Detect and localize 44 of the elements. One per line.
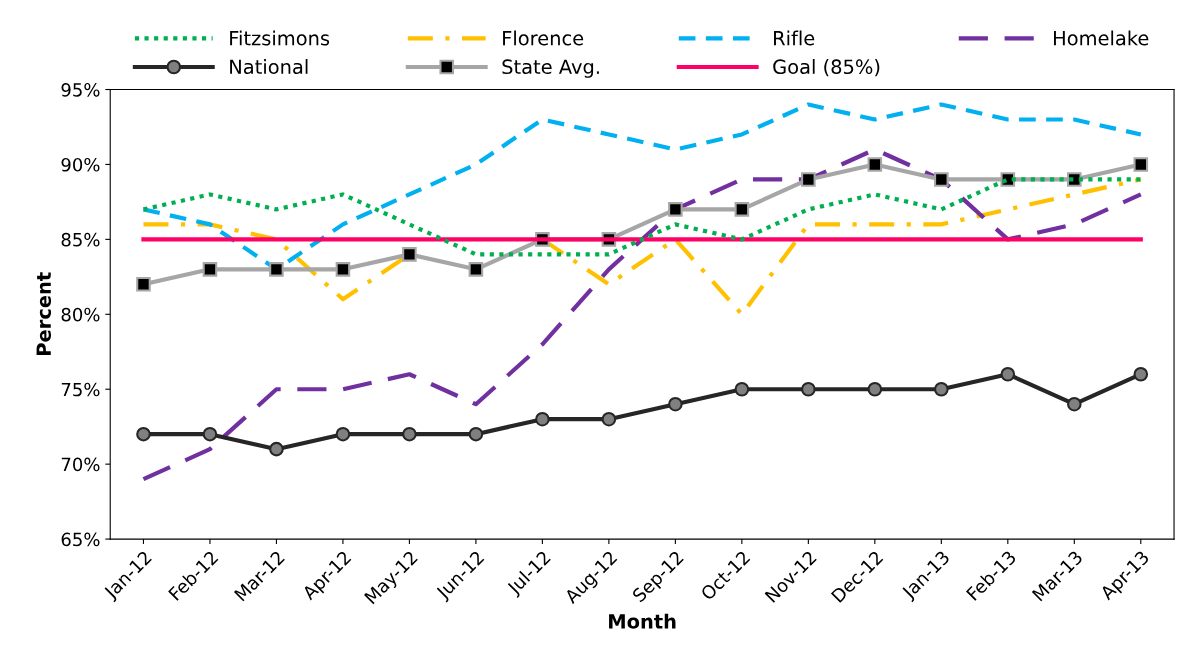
point: [668, 202, 683, 217]
point: [402, 426, 417, 442]
point: [734, 202, 750, 217]
legend-label: National: [230, 59, 308, 75]
y-tick-label: 95%: [61, 82, 100, 97]
point: [535, 411, 550, 427]
point: [202, 426, 218, 442]
point: [1067, 396, 1082, 412]
legend-label: Homelake: [1054, 30, 1149, 46]
point: [668, 396, 683, 412]
y-axis-title: Percent: [36, 272, 52, 355]
x-axis-title: Month: [609, 613, 676, 629]
legend-label: Rifle: [774, 30, 815, 46]
point: [335, 426, 351, 442]
point: [1133, 366, 1149, 382]
point: [734, 381, 750, 397]
legend-label: State Avg.: [502, 59, 599, 78]
y-tick-label: 70%: [61, 457, 100, 472]
legend-label: Fitzsimons: [230, 30, 330, 46]
point: [867, 157, 883, 172]
point: [202, 262, 218, 277]
y-tick-label: 65%: [61, 532, 100, 547]
point: [402, 247, 417, 262]
y-tick-label: 75%: [61, 382, 100, 397]
point: [468, 426, 484, 442]
point: [601, 411, 617, 427]
y-tick-label: 80%: [61, 307, 100, 322]
point: [801, 381, 816, 397]
point: [1000, 366, 1016, 382]
point: [136, 426, 151, 442]
point: [269, 441, 284, 457]
point: [1133, 157, 1149, 172]
y-tick-label: 90%: [61, 157, 100, 172]
point: [934, 172, 949, 187]
point: [136, 277, 151, 292]
point: [335, 262, 351, 277]
point: [867, 381, 883, 397]
legend-label: Florence: [503, 30, 584, 46]
point: [801, 172, 816, 187]
legend-label: Goal (85%): [773, 59, 880, 77]
point: [934, 381, 949, 397]
point: [468, 262, 484, 277]
y-tick-label: 85%: [61, 232, 100, 247]
point: [269, 262, 284, 277]
